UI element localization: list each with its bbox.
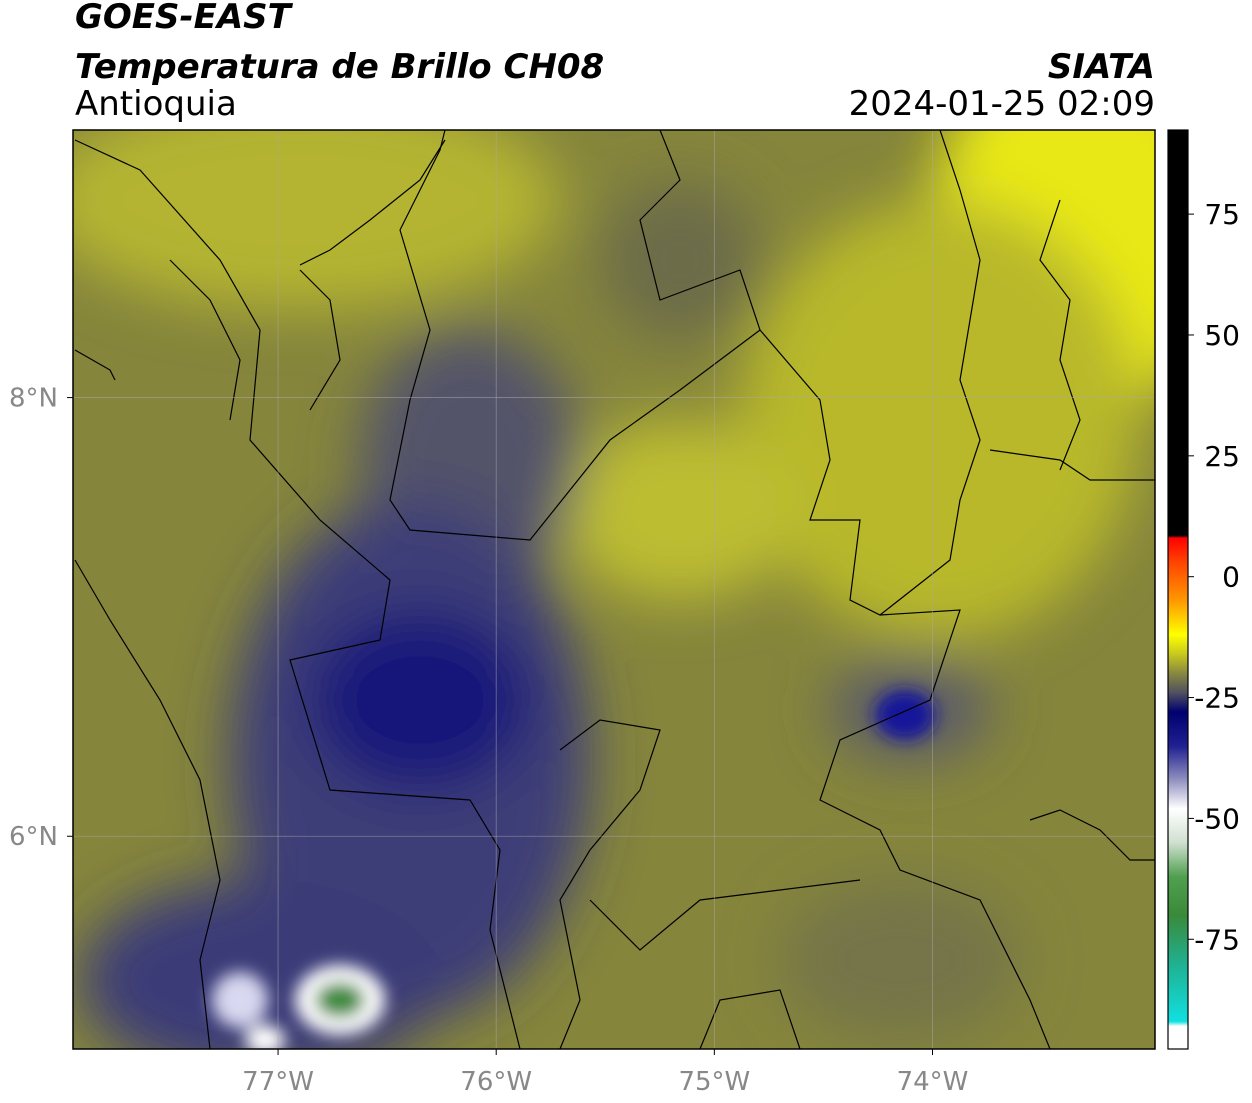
source: SIATA (1048, 47, 1155, 87)
title: Temperatura de Brillo CH08 (75, 47, 604, 87)
colorbar-label: -25 (1194, 682, 1240, 715)
colorbar (1167, 129, 1189, 1050)
region: Antioquia (75, 84, 237, 124)
colorbar-label: 0 (1222, 561, 1240, 594)
lon-label: 74°W (897, 1067, 969, 1097)
lat-label: 6°N (9, 822, 58, 852)
datetime: 2024-01-25 02:09 (849, 84, 1155, 124)
product: GOES-EAST (75, 0, 294, 37)
map-image (73, 130, 1155, 1049)
colorbar-ticks: 75 50 25 0 -25 -50 -75 (1188, 198, 1240, 956)
colorbar-label: -50 (1194, 802, 1240, 835)
colorbar-label: 75 (1204, 198, 1240, 231)
lon-label: 75°W (678, 1067, 750, 1097)
colorbar-label: -75 (1194, 923, 1240, 956)
grid: 77°W 76°W 75°W 74°W 6°N 8°N (9, 130, 1155, 1097)
map-frame (72, 129, 1156, 1050)
lon-label: 77°W (242, 1067, 314, 1097)
lat-label: 8°N (9, 384, 58, 414)
lon-label: 76°W (460, 1067, 532, 1097)
colorbar-label: 50 (1204, 319, 1240, 352)
colorbar-label: 25 (1204, 440, 1240, 473)
